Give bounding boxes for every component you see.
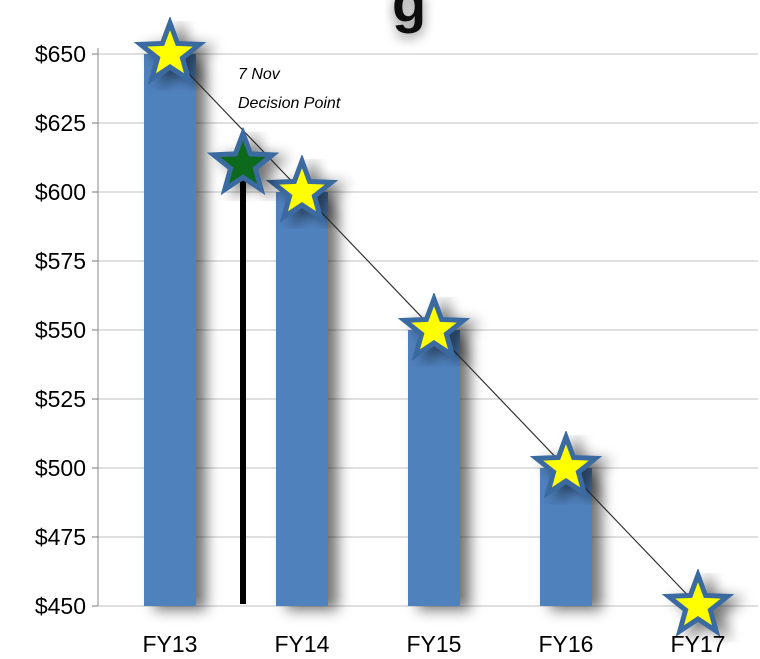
star-marker-fy14 xyxy=(265,153,339,223)
y-tick-label: $475 xyxy=(35,524,86,550)
y-tick-label: $500 xyxy=(35,455,86,481)
title-fragment-group: g xyxy=(392,0,426,34)
y-tick-label: $650 xyxy=(35,41,86,67)
star-marker-fy17 xyxy=(661,567,735,637)
star-marker-fy15 xyxy=(397,291,471,361)
decision-point-star xyxy=(206,126,280,196)
y-tick-label: $450 xyxy=(35,593,86,619)
bar-fy13 xyxy=(144,54,196,606)
bar-fy14 xyxy=(276,192,328,606)
y-tick-label: $550 xyxy=(35,317,86,343)
x-tick-label: FY16 xyxy=(539,631,594,657)
star-marker-fy16 xyxy=(529,429,603,499)
y-tick-label: $600 xyxy=(35,179,86,205)
x-axis-tick-labels: FY13 FY14 FY15 FY16 FY17 xyxy=(143,631,726,657)
y-tick-label: $575 xyxy=(35,248,86,274)
decision-point-label: Decision Point xyxy=(238,95,341,112)
y-axis-tick-labels: $450 $475 $500 $525 $550 $575 $600 $625 $650 xyxy=(35,41,86,619)
decision-point-date: 7 Nov xyxy=(238,66,281,83)
bars xyxy=(144,54,592,606)
y-tick-label: $625 xyxy=(35,110,86,136)
decision-point-group: 7 Nov Decision Point xyxy=(238,66,341,604)
x-tick-label: FY13 xyxy=(143,631,198,657)
x-tick-label: FY15 xyxy=(407,631,462,657)
bar-fy15 xyxy=(408,330,460,606)
star-markers xyxy=(133,15,735,637)
x-tick-label: FY17 xyxy=(671,631,726,657)
star-marker-fy13 xyxy=(133,15,207,85)
x-tick-label: FY14 xyxy=(275,631,330,657)
y-tick-label: $525 xyxy=(35,386,86,412)
title-fragment: g xyxy=(392,0,426,34)
